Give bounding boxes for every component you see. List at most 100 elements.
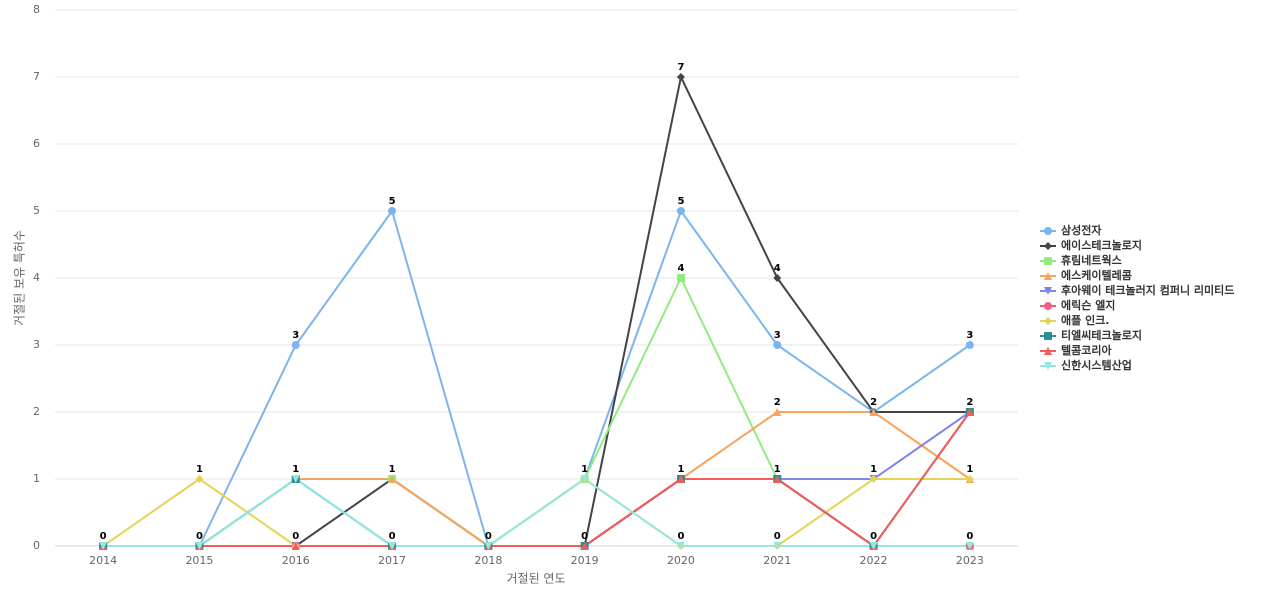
marker — [1044, 227, 1052, 235]
x-tick-label: 2023 — [956, 554, 984, 567]
marker — [869, 408, 878, 416]
x-tick-label: 2016 — [282, 554, 310, 567]
data-label: 0 — [966, 531, 973, 542]
y-tick-label: 4 — [33, 271, 40, 284]
data-label: 1 — [196, 464, 203, 475]
marker — [1044, 332, 1052, 340]
data-label: 1 — [581, 464, 588, 475]
x-tick-label: 2022 — [860, 554, 888, 567]
data-label: 1 — [870, 464, 877, 475]
marker — [676, 542, 685, 550]
data-label: 1 — [389, 464, 396, 475]
y-axis-title: 거절된 보유 특허수 — [13, 230, 27, 326]
marker — [580, 542, 589, 550]
data-label: 0 — [581, 531, 588, 542]
legend-item[interactable]: 티엘씨테크놀로지 — [1040, 328, 1142, 342]
y-tick-label: 8 — [33, 3, 40, 16]
y-tick-label: 7 — [33, 70, 40, 83]
x-axis-title: 거절된 연도 — [506, 572, 565, 586]
x-tick-label: 2015 — [185, 554, 213, 567]
y-tick-label: 5 — [33, 204, 40, 217]
legend-item[interactable]: 후아웨이 테크놀러지 컴퍼니 리미티드 — [1040, 283, 1234, 297]
legend-label: 에릭슨 엘지 — [1061, 298, 1115, 312]
marker — [580, 475, 589, 483]
series-line — [103, 477, 970, 547]
marker — [773, 408, 782, 416]
marker — [965, 408, 974, 416]
x-tick-label: 2019 — [571, 554, 599, 567]
marker — [1044, 362, 1052, 370]
marker — [291, 475, 300, 483]
marker — [773, 475, 782, 483]
marker — [869, 542, 878, 550]
legend-label: 텔콤코리아 — [1061, 343, 1112, 357]
marker — [388, 475, 397, 483]
marker — [484, 542, 493, 550]
marker — [676, 475, 685, 483]
data-label: 2 — [870, 397, 877, 408]
data-label: 7 — [677, 62, 684, 73]
x-tick-label: 2018 — [474, 554, 502, 567]
legend-item[interactable]: 애플 인크. — [1040, 313, 1110, 327]
data-label: 1 — [966, 464, 973, 475]
data-label: 3 — [966, 330, 973, 341]
data-label: 1 — [677, 464, 684, 475]
marker — [1044, 317, 1052, 325]
legend-label: 후아웨이 테크놀러지 컴퍼니 리미티드 — [1061, 283, 1234, 297]
marker — [1044, 287, 1052, 295]
data-label: 0 — [774, 531, 781, 542]
marker — [773, 542, 782, 550]
legend-item[interactable]: 삼성전자 — [1040, 223, 1102, 237]
data-label: 2 — [774, 397, 781, 408]
legend-item[interactable]: 텔콤코리아 — [1040, 343, 1112, 357]
legend-item[interactable]: 에이스테크놀로지 — [1040, 238, 1142, 252]
marker — [676, 73, 685, 81]
marker — [1044, 257, 1052, 265]
legend-label: 에스케이텔레콤 — [1061, 268, 1132, 282]
marker — [965, 542, 974, 550]
marker — [965, 475, 974, 483]
legend-label: 신한시스템산업 — [1061, 358, 1132, 372]
y-tick-label: 6 — [33, 137, 40, 150]
data-label: 4 — [774, 263, 781, 274]
marker — [1044, 347, 1052, 355]
marker — [869, 475, 878, 483]
legend-item[interactable]: 신한시스템산업 — [1040, 358, 1132, 372]
data-label: 0 — [100, 531, 107, 542]
marker — [291, 341, 300, 349]
legend-item[interactable]: 에릭슨 엘지 — [1040, 298, 1115, 312]
data-label: 1 — [292, 464, 299, 475]
x-tick-label: 2020 — [667, 554, 695, 567]
data-label: 0 — [292, 531, 299, 542]
data-label: 0 — [870, 531, 877, 542]
y-tick-label: 3 — [33, 338, 40, 351]
y-tick-label: 1 — [33, 472, 40, 485]
marker — [1044, 302, 1052, 310]
data-label: 0 — [389, 531, 396, 542]
marker — [1044, 272, 1052, 280]
data-label: 5 — [389, 196, 396, 207]
legend-label: 애플 인크. — [1061, 313, 1110, 327]
legend-item[interactable]: 에스케이텔레콤 — [1040, 268, 1132, 282]
data-label: 0 — [677, 531, 684, 542]
legend-label: 삼성전자 — [1061, 223, 1102, 237]
data-label: 2 — [966, 397, 973, 408]
data-label: 0 — [196, 531, 203, 542]
marker — [99, 542, 108, 550]
marker — [1044, 242, 1052, 250]
y-tick-label: 2 — [33, 405, 40, 418]
marker — [676, 274, 685, 282]
series-line — [103, 411, 971, 548]
marker — [195, 542, 204, 550]
legend-item[interactable]: 휴림네트웍스 — [1040, 253, 1122, 267]
marker — [965, 341, 974, 349]
y-tick-label: 0 — [33, 539, 40, 552]
x-tick-label: 2017 — [378, 554, 406, 567]
data-label: 3 — [292, 330, 299, 341]
marker — [676, 207, 685, 215]
marker — [291, 542, 300, 550]
series-line — [103, 208, 971, 548]
marker — [388, 542, 397, 550]
marker — [195, 475, 204, 483]
